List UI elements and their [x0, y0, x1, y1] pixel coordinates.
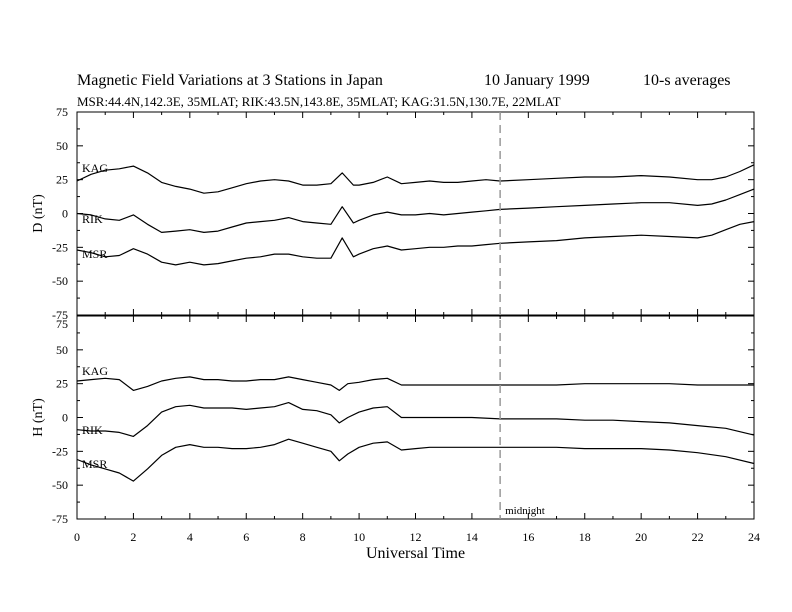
xtick-label: 12: [410, 530, 422, 544]
d-panel-ylabel: D (nT): [31, 194, 46, 233]
d-panel-trace-rik: [76, 188, 755, 233]
chart-title-row: Magnetic Field Variations at 3 Stations …: [77, 72, 757, 92]
xtick-label: 16: [522, 530, 534, 544]
xtick-label: 22: [692, 530, 704, 544]
d-panel-trace-kag: [76, 164, 755, 194]
d-panel-ytick-label: 75: [56, 105, 68, 119]
h-panel-ytick-label: -75: [52, 512, 68, 526]
d-panel-series-label-rik: RIK: [82, 212, 103, 226]
d-panel-ytick-label: -75: [52, 308, 68, 322]
h-panel-ytick-label: 25: [56, 377, 68, 391]
chart-title: Magnetic Field Variations at 3 Stations …: [77, 72, 383, 89]
h-panel-series-label-rik: RIK: [82, 423, 103, 437]
h-panel-ytick-label: -25: [52, 444, 68, 458]
station-list: MSR:44.4N,142.3E, 35MLAT; RIK:43.5N,143.…: [77, 94, 561, 109]
h-panel-ytick-label: 0: [62, 411, 68, 425]
xtick-label: 0: [74, 530, 80, 544]
d-panel-ytick-label: 25: [56, 173, 68, 187]
d-panel-series-label-kag: KAG: [82, 161, 108, 175]
xtick-label: 4: [187, 530, 193, 544]
h-panel-trace-msr: [76, 438, 755, 482]
xtick-label: 18: [579, 530, 591, 544]
chart-date: 10 January 1999: [484, 72, 590, 89]
xtick-label: 8: [300, 530, 306, 544]
h-panel-trace-rik: [76, 402, 755, 437]
xaxis-label: Universal Time: [366, 545, 465, 562]
h-panel-series-label-kag: KAG: [82, 364, 108, 378]
d-panel-ytick-label: -25: [52, 240, 68, 254]
xtick-label: 2: [130, 530, 136, 544]
xtick-label: 6: [243, 530, 249, 544]
h-panel-series-label-msr: MSR: [82, 457, 107, 471]
chart-averaging: 10-s averages: [643, 72, 731, 89]
d-panel-ytick-label: 0: [62, 207, 68, 221]
midnight-marker-label: midnight: [505, 505, 545, 517]
h-panel-ytick-label: 50: [56, 343, 68, 357]
d-panel-frame: [76, 111, 755, 316]
xtick-label: 24: [748, 530, 760, 544]
h-panel-ylabel: H (nT): [31, 398, 46, 437]
h-panel-ytick-label: -50: [52, 478, 68, 492]
xtick-label: 10: [353, 530, 365, 544]
h-panel-ytick-label: 75: [56, 317, 68, 331]
h-panel-trace-kag: [76, 376, 754, 391]
d-panel-ytick-label: -50: [52, 274, 68, 288]
d-panel-ytick-label: 50: [56, 139, 68, 153]
d-panel-trace-msr: [76, 221, 755, 266]
d-panel-series-label-msr: MSR: [82, 247, 107, 261]
xtick-label: 14: [466, 530, 478, 544]
xtick-label: 20: [635, 530, 647, 544]
